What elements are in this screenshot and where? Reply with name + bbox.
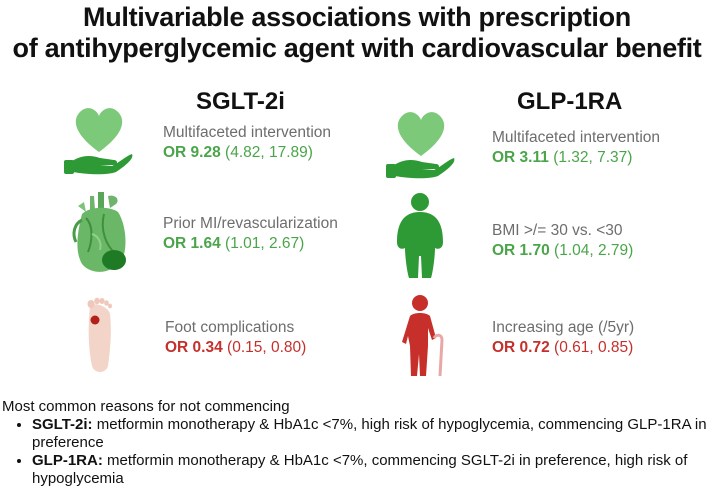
heart-in-hand-icon	[64, 108, 133, 175]
odds-ratio: OR 1.64	[163, 235, 221, 252]
confidence-interval: (1.01, 2.67)	[225, 235, 305, 252]
odds-ratio: OR 3.11	[492, 149, 549, 166]
title-line-2: of antihyperglycemic agent with cardiova…	[12, 33, 702, 63]
odds-ratio: OR 0.34	[165, 339, 223, 356]
factor-name: BMI >/= 30 vs. <30	[492, 222, 623, 239]
odds-ratio: OR 9.28	[163, 144, 221, 161]
foot-ulcer-icon	[87, 297, 112, 372]
anatomical-heart-icon	[72, 192, 126, 272]
confidence-interval: (0.15, 0.80)	[227, 339, 307, 356]
obese-person-icon	[397, 193, 443, 278]
reason-term: GLP-1RA:	[32, 452, 103, 469]
factor-name: Multifaceted intervention	[492, 129, 661, 146]
confidence-interval: (1.04, 2.79)	[554, 242, 634, 259]
odds-ratio: OR 1.70	[492, 242, 550, 259]
title-line-1: Multivariable associations with prescrip…	[83, 2, 631, 32]
glp1ra-heading: GLP-1RA	[517, 88, 623, 115]
confidence-interval: (4.82, 17.89)	[225, 144, 313, 161]
sglt2i-heading: SGLT-2i	[196, 88, 285, 115]
sglt2i-item-2: Prior MI/revascularization OR 1.64 (1.01…	[163, 214, 338, 254]
confidence-interval: (1.32, 7.37)	[553, 149, 633, 166]
elderly-person-cane-icon	[402, 295, 444, 377]
reason-text: metformin monotherapy & HbA1c <7%, high …	[32, 416, 707, 451]
reasons-heading: Most common reasons for not commencing	[2, 398, 290, 415]
glp1ra-item-2: BMI >/= 30 vs. <30 OR 1.70 (1.04, 2.79)	[492, 221, 633, 261]
reason-term: SGLT-2i:	[32, 416, 93, 433]
sglt2i-item-1: Multifaceted intervention OR 9.28 (4.82,…	[163, 123, 331, 163]
figure-title: Multivariable associations with prescrip…	[0, 2, 714, 64]
factor-name: Multifaceted intervention	[163, 124, 332, 141]
heart-in-hand-icon	[386, 112, 455, 179]
factor-name: Prior MI/revascularization	[163, 215, 338, 232]
odds-ratio: OR 0.72	[492, 339, 550, 356]
reason-text: metformin monotherapy & HbA1c <7%, comme…	[32, 452, 688, 487]
glp1ra-item-3: Increasing age (/5yr) OR 0.72 (0.61, 0.8…	[492, 318, 634, 358]
list-item: GLP-1RA: metformin monotherapy & HbA1c <…	[32, 452, 710, 488]
list-item: SGLT-2i: metformin monotherapy & HbA1c <…	[32, 416, 710, 452]
reasons-section: Most common reasons for not commencing S…	[2, 398, 710, 488]
glp1ra-item-1: Multifaceted intervention OR 3.11 (1.32,…	[492, 128, 660, 168]
sglt2i-item-3: Foot complications OR 0.34 (0.15, 0.80)	[165, 318, 306, 358]
confidence-interval: (0.61, 0.85)	[554, 339, 634, 356]
reasons-list: SGLT-2i: metformin monotherapy & HbA1c <…	[2, 416, 710, 488]
factor-name: Increasing age (/5yr)	[492, 319, 635, 336]
factor-name: Foot complications	[165, 319, 295, 336]
